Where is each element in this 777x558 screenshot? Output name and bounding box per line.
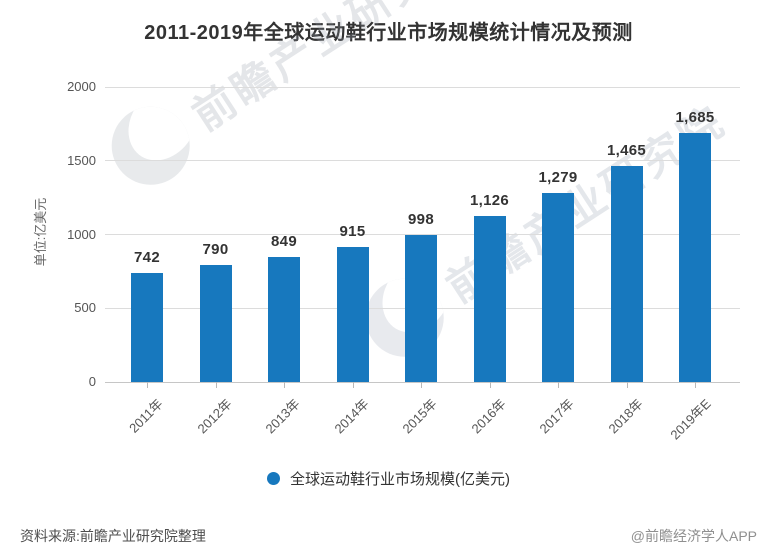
legend-label: 全球运动鞋行业市场规模(亿美元) [290, 471, 510, 488]
bar-2011年 [131, 273, 163, 382]
bar-value-label: 1,126 [469, 192, 510, 209]
chart-title: 2011-2019年全球运动鞋行业市场规模统计情况及预测 [144, 22, 633, 44]
source-note: 资料来源:前瞻产业研究院整理 [20, 528, 206, 544]
x-axis-tick [284, 382, 285, 388]
x-tick-label: 2017年 [536, 396, 577, 437]
footer: 资料来源:前瞻产业研究院整理 @前瞻经济学人APP [0, 526, 777, 546]
x-tick-label: 2018年 [604, 396, 646, 437]
x-axis-tick [558, 382, 559, 388]
bar-value-label: 1,685 [675, 109, 715, 126]
bar-value-label: 849 [271, 233, 297, 250]
x-axis-tick [695, 382, 696, 388]
x-axis-tick [626, 382, 628, 388]
bar-value-label: 742 [134, 249, 160, 266]
x-tick-label: 2015年 [399, 396, 440, 437]
gridline-y-0 [105, 381, 740, 383]
x-tick-label: 2019年E [667, 396, 714, 443]
bar-2012年 [199, 265, 232, 382]
gridline-y-2000 [105, 86, 740, 88]
bar-2018年 [610, 166, 643, 382]
y-tick-label: 1500 [67, 152, 96, 168]
bar-2013年 [268, 257, 300, 382]
bar-value-label: 1,279 [538, 169, 578, 186]
bar-value-label: 1,465 [606, 142, 647, 159]
y-tick-label: 2000 [67, 79, 96, 94]
bar-value-label: 998 [408, 211, 434, 228]
gridline-y-1500 [105, 160, 740, 162]
x-tick-label: 2011年 [126, 396, 166, 436]
x-tick-label: 2016年 [467, 396, 509, 437]
y-tick-label: 1000 [67, 226, 96, 242]
x-axis-tick [421, 382, 422, 388]
legend: 全球运动鞋行业市场规模(亿美元) [0, 468, 777, 489]
x-axis-tick [215, 382, 217, 388]
x-tick-label: 2014年 [330, 396, 372, 437]
y-tick-label: 0 [88, 374, 96, 389]
x-axis-tick [489, 382, 491, 388]
x-axis-tick [352, 382, 354, 388]
bar-2015年 [405, 235, 437, 382]
x-axis-tick [147, 382, 148, 388]
bar-2014年 [336, 247, 369, 382]
x-tick-label: 2013年 [262, 396, 303, 437]
bar-2016年 [473, 216, 506, 382]
x-tick-label: 2012年 [193, 396, 235, 437]
bar-2017年 [542, 193, 574, 382]
y-tick-label: 500 [74, 300, 96, 316]
bar-value-label: 790 [202, 241, 229, 258]
legend-marker-icon [267, 472, 280, 485]
gridline-y-1000 [105, 234, 740, 235]
bar-2019年E [679, 133, 711, 382]
credit-note: @前瞻经济学人APP [630, 528, 757, 544]
bar-value-label: 915 [339, 223, 366, 240]
plot-area: 742 790 849 915 998 1,126 1,279 1,465 1,685 [105, 86, 740, 383]
